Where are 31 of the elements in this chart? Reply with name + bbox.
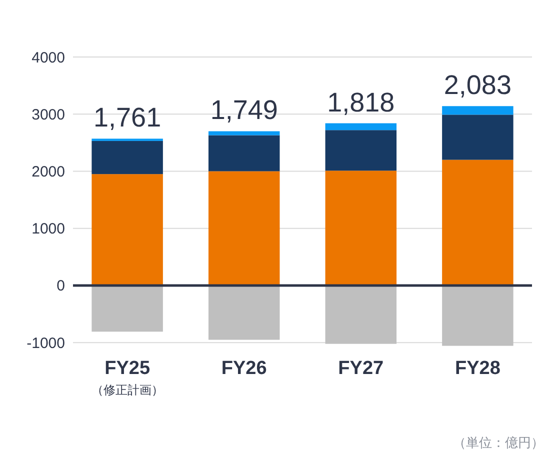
bar <box>208 131 280 136</box>
bar <box>442 160 514 286</box>
bar <box>325 285 397 344</box>
y-tick-label: 4000 <box>32 49 65 66</box>
text: （修正計画） <box>91 383 164 397</box>
x-tick-label: FY28 <box>454 358 500 379</box>
total-label: 1,818 <box>327 87 395 118</box>
total-label: 2,083 <box>444 70 512 100</box>
x-tick-label: FY25 <box>104 358 150 379</box>
bar <box>325 170 397 286</box>
bar <box>208 285 280 340</box>
bar <box>92 285 163 332</box>
bar <box>325 123 397 130</box>
y-tick-label: -1000 <box>26 334 65 352</box>
bar <box>442 114 514 160</box>
bar <box>442 285 514 346</box>
total-label: 1,761 <box>94 102 162 133</box>
bar <box>325 130 397 171</box>
bar <box>442 106 514 115</box>
bar <box>208 135 280 172</box>
y-tick-label: 2000 <box>32 163 65 180</box>
y-tick-label: 3000 <box>32 106 65 124</box>
bar <box>92 174 163 286</box>
bar <box>92 140 163 174</box>
bar <box>208 171 280 286</box>
y-tick-label: 1000 <box>32 220 65 238</box>
total-label: 1,749 <box>210 95 278 126</box>
x-tick-label: FY26 <box>221 358 267 379</box>
y-tick-label: 0 <box>56 278 65 295</box>
text: （単位：億円） <box>453 435 544 450</box>
x-tick-label: FY27 <box>338 358 384 379</box>
